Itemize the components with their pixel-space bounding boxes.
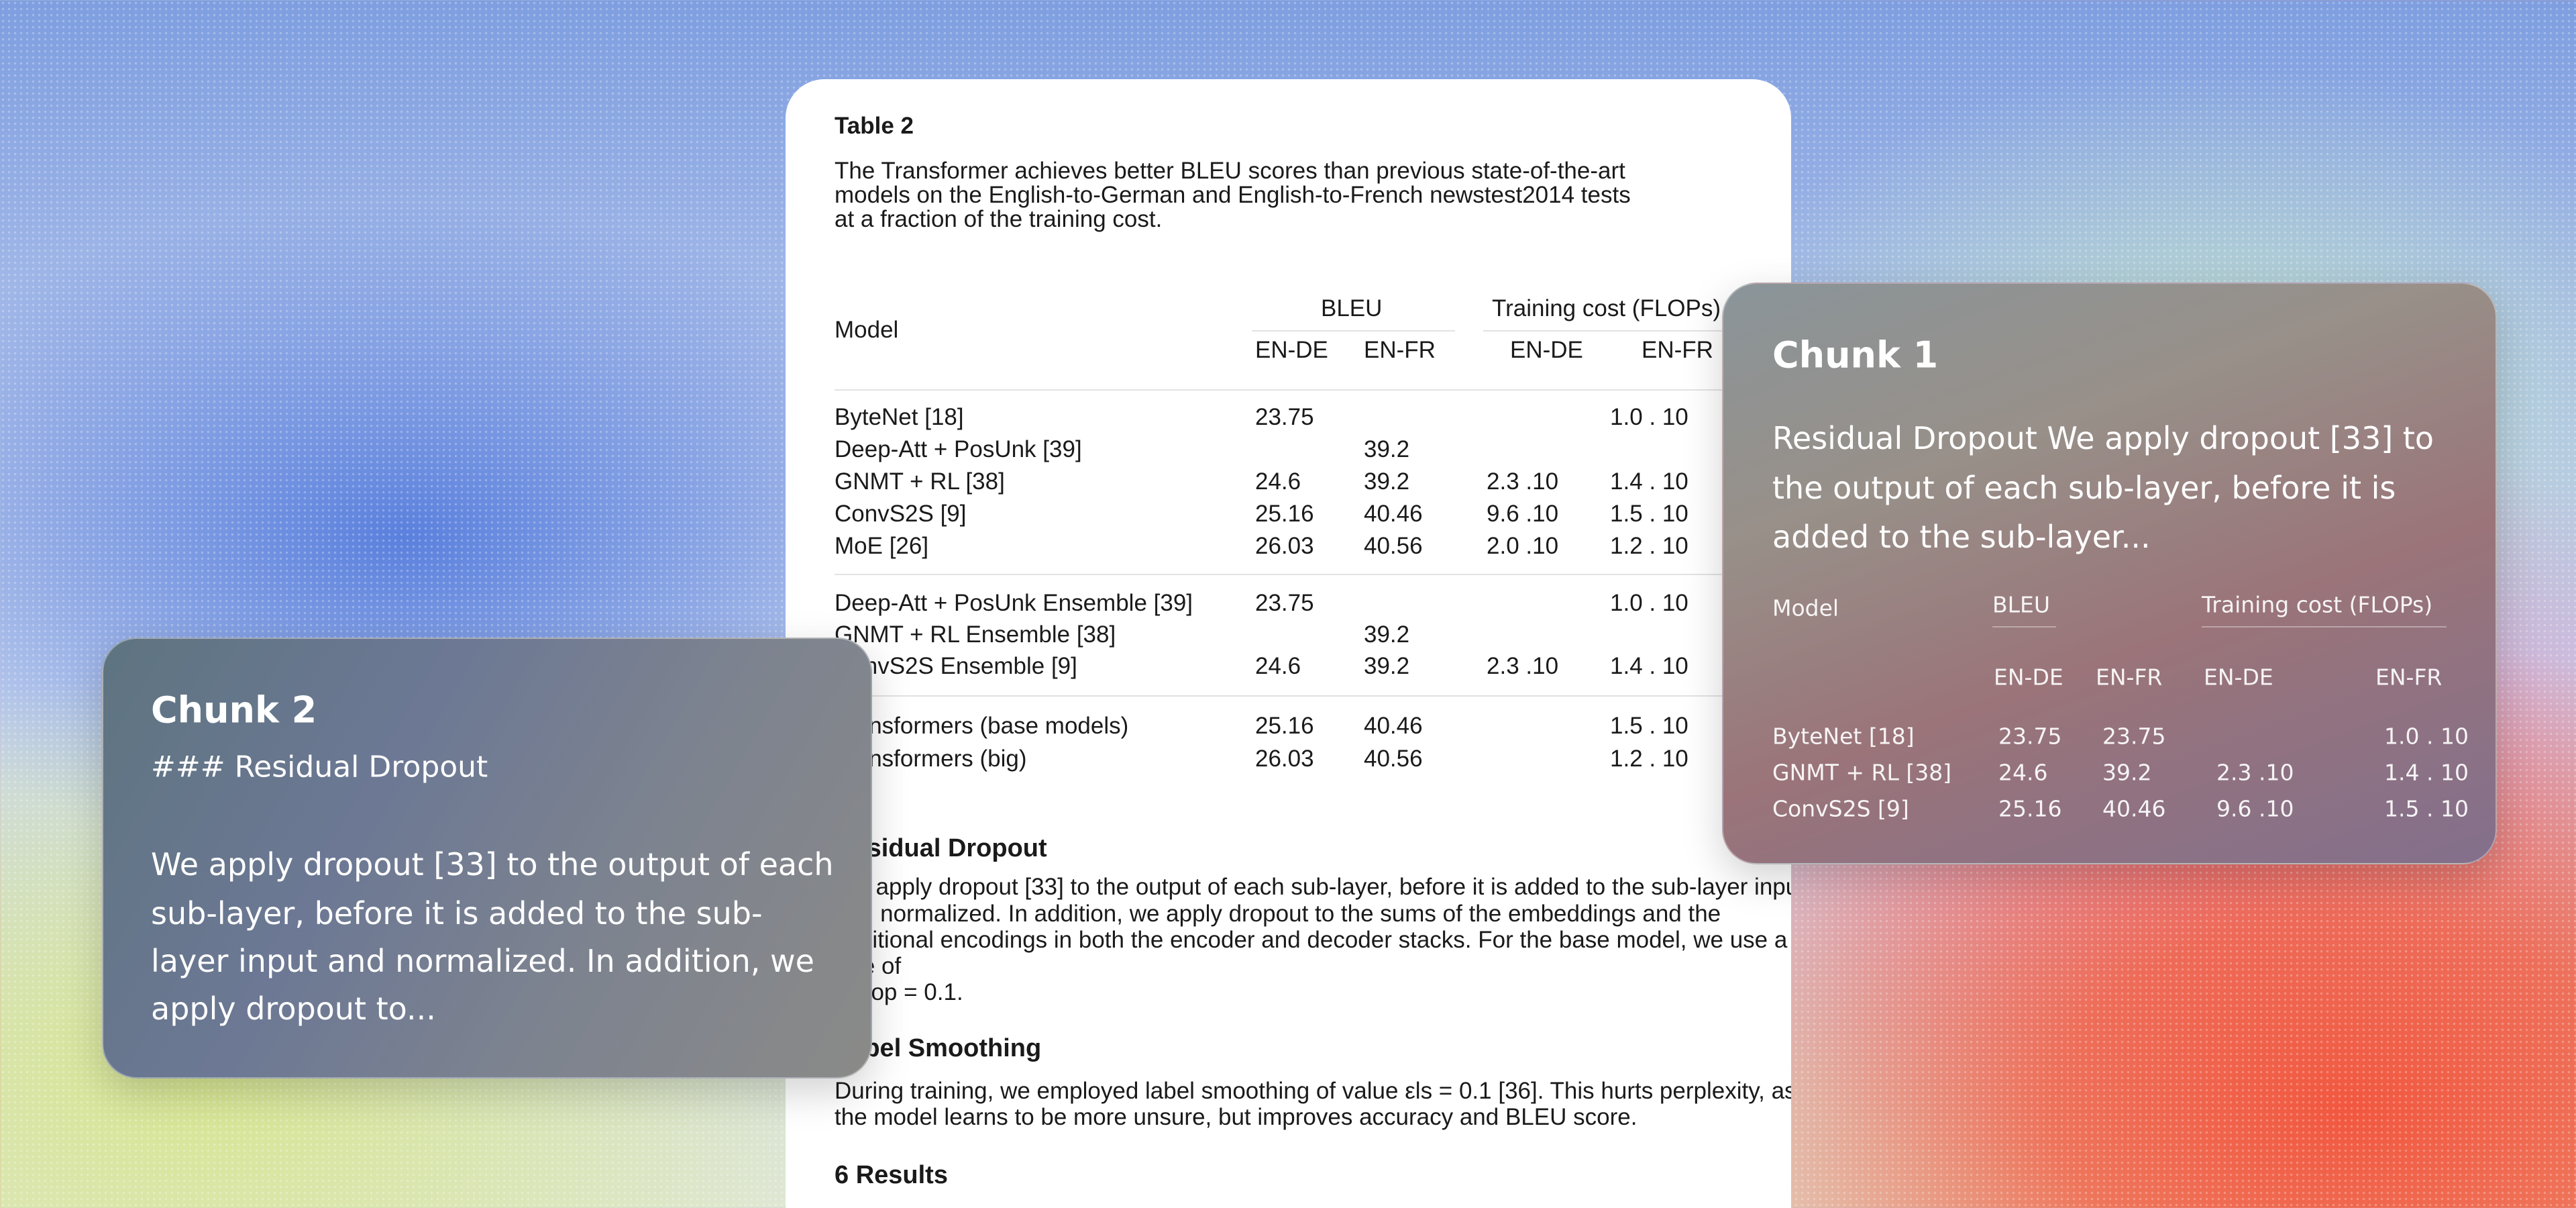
- bleu-en-fr: 39.2: [1364, 436, 1410, 462]
- bleu-en-fr: 40.46: [2102, 795, 2166, 822]
- cost-en-fr: 1.0 . 10: [2384, 723, 2469, 750]
- chunk-text-line: layer input and normalized. In addition,…: [151, 943, 814, 979]
- bleu-en-fr: 39.2: [1364, 621, 1410, 648]
- table-label: Table 2: [835, 113, 914, 139]
- chunk-2-card[interactable]: Chunk 2 ### Residual Dropout We apply dr…: [102, 638, 872, 1078]
- cost-en-de: 2.3 .10: [1487, 653, 1559, 679]
- bleu-en-de: 25.16: [1998, 795, 2062, 822]
- header-model: Model: [835, 317, 899, 343]
- chunk-text-line: We apply dropout [33] to the output of e…: [151, 846, 834, 883]
- header-bleu-en-de: EN-DE: [1994, 664, 2063, 691]
- cost-en-fr: 1.4 . 10: [1610, 468, 1688, 495]
- chunk-text-line: the output of each sub-layer, before it …: [1772, 470, 2396, 506]
- cost-en-fr: 1.0 . 10: [1610, 404, 1688, 430]
- cost-en-de: 9.6 .10: [2216, 795, 2294, 822]
- chunk-text-line: added to the sub-layer...: [1772, 519, 2151, 555]
- model-name: GNMT + RL [38]: [835, 468, 1005, 495]
- bleu-en-fr: 39.2: [1364, 653, 1410, 679]
- model-name: ByteNet [18]: [835, 404, 964, 430]
- bleu-en-fr: 40.56: [1364, 533, 1423, 559]
- bleu-en-fr: 39.2: [2102, 759, 2152, 786]
- caption-line: at a fraction of the training cost.: [835, 206, 1163, 232]
- results-heading: 6 Results: [835, 1161, 948, 1189]
- bleu-en-de: 24.6: [1255, 468, 1301, 495]
- cost-en-de: 2.3 .10: [1487, 468, 1559, 495]
- bleu-en-de: 24.6: [1255, 653, 1301, 679]
- chunk-subtitle: ### Residual Dropout: [151, 750, 488, 785]
- cost-en-fr: 1.5 . 10: [1610, 713, 1688, 739]
- cost-underline: [1483, 330, 1752, 332]
- model-name: GNMT + RL [38]: [1772, 759, 1952, 786]
- chunk-title: Chunk 1: [1772, 334, 1939, 376]
- model-name: ConvS2S [9]: [835, 501, 967, 527]
- header-training-cost: Training cost (FLOPs): [2202, 591, 2433, 618]
- cost-underline: [2202, 626, 2447, 627]
- cost-en-de: 2.3 .10: [2216, 759, 2294, 786]
- paragraph-line: positional encodings in both the encoder…: [835, 927, 1788, 953]
- model-name: MoE [26]: [835, 533, 929, 559]
- cost-en-de: 9.6 .10: [1487, 501, 1559, 527]
- bleu-en-de: 26.03: [1255, 533, 1314, 559]
- cost-en-fr: 1.5 . 10: [1610, 501, 1688, 527]
- model-name: Deep-Att + PosUnk Ensemble [39]: [835, 590, 1193, 616]
- cost-en-fr: 1.2 . 10: [1610, 746, 1688, 772]
- cost-en-fr: 1.5 . 10: [2384, 795, 2469, 822]
- paragraph-line: We apply dropout [33] to the output of e…: [835, 874, 1791, 900]
- model-name: Transformers (base models): [835, 713, 1129, 739]
- header-bleu-en-fr: EN-FR: [2096, 664, 2163, 691]
- paragraph-line: During training, we employed label smoot…: [835, 1078, 1791, 1104]
- table-divider: [835, 574, 1774, 575]
- table-divider: [835, 389, 1774, 391]
- bleu-en-fr: 40.56: [1364, 746, 1423, 772]
- header-bleu-en-fr: EN-FR: [1364, 337, 1436, 363]
- table-divider: [835, 695, 1774, 697]
- chunk-1-card[interactable]: Chunk 1 Residual Dropout We apply dropou…: [1722, 283, 2497, 864]
- bleu-underline: [1992, 626, 2056, 627]
- bleu-en-fr: 40.46: [1364, 713, 1423, 739]
- bleu-en-fr: 39.2: [1364, 468, 1410, 495]
- paragraph-line: and normalized. In addition, we apply dr…: [835, 901, 1721, 927]
- model-name: GNMT + RL Ensemble [38]: [835, 621, 1116, 648]
- cost-en-fr: 1.4 . 10: [2384, 759, 2469, 786]
- bleu-en-de: 23.75: [1255, 590, 1314, 616]
- caption-line: models on the English-to-German and Engl…: [835, 182, 1631, 208]
- header-cost-en-de: EN-DE: [1510, 337, 1583, 363]
- cost-en-de: 2.0 .10: [1487, 533, 1559, 559]
- header-cost-en-fr: EN-FR: [2375, 664, 2443, 691]
- header-bleu: BLEU: [1321, 295, 1383, 321]
- chunk-text-line: apply dropout to...: [151, 991, 436, 1027]
- model-name: ConvS2S [9]: [1772, 795, 1909, 822]
- cost-en-fr: 1.4 . 10: [1610, 653, 1688, 679]
- header-training-cost: Training cost (FLOPs): [1492, 295, 1721, 321]
- model-name: ByteNet [18]: [1772, 723, 1915, 750]
- bleu-en-de: 24.6: [1998, 759, 2048, 786]
- header-cost-en-de: EN-DE: [2204, 664, 2273, 691]
- bleu-en-de: 25.16: [1255, 501, 1314, 527]
- chunk-title: Chunk 2: [151, 689, 317, 732]
- bleu-en-de: 23.75: [1998, 723, 2062, 750]
- bleu-en-fr: 23.75: [2102, 723, 2166, 750]
- header-bleu: BLEU: [1992, 591, 2051, 618]
- header-bleu-en-de: EN-DE: [1255, 337, 1328, 363]
- model-name: Deep-Att + PosUnk [39]: [835, 436, 1082, 462]
- bleu-underline: [1252, 330, 1455, 332]
- chunk-text-line: Residual Dropout We apply dropout [33] t…: [1772, 420, 2434, 456]
- paragraph-line: the model learns to be more unsure, but …: [835, 1104, 1638, 1130]
- document-page: Table 2 The Transformer achieves better …: [786, 79, 1791, 1208]
- cost-en-fr: 1.0 . 10: [1610, 590, 1688, 616]
- header-cost-en-fr: EN-FR: [1642, 337, 1713, 363]
- chunk-text-line: sub-layer, before it is added to the sub…: [151, 895, 763, 932]
- header-model: Model: [1772, 595, 1839, 621]
- bleu-en-de: 23.75: [1255, 404, 1314, 430]
- bleu-en-fr: 40.46: [1364, 501, 1423, 527]
- bleu-en-de: 25.16: [1255, 713, 1314, 739]
- cost-en-fr: 1.2 . 10: [1610, 533, 1688, 559]
- model-name: ConvS2S Ensemble [9]: [835, 653, 1077, 679]
- bleu-en-de: 26.03: [1255, 746, 1314, 772]
- caption-line: The Transformer achieves better BLEU sco…: [835, 158, 1625, 184]
